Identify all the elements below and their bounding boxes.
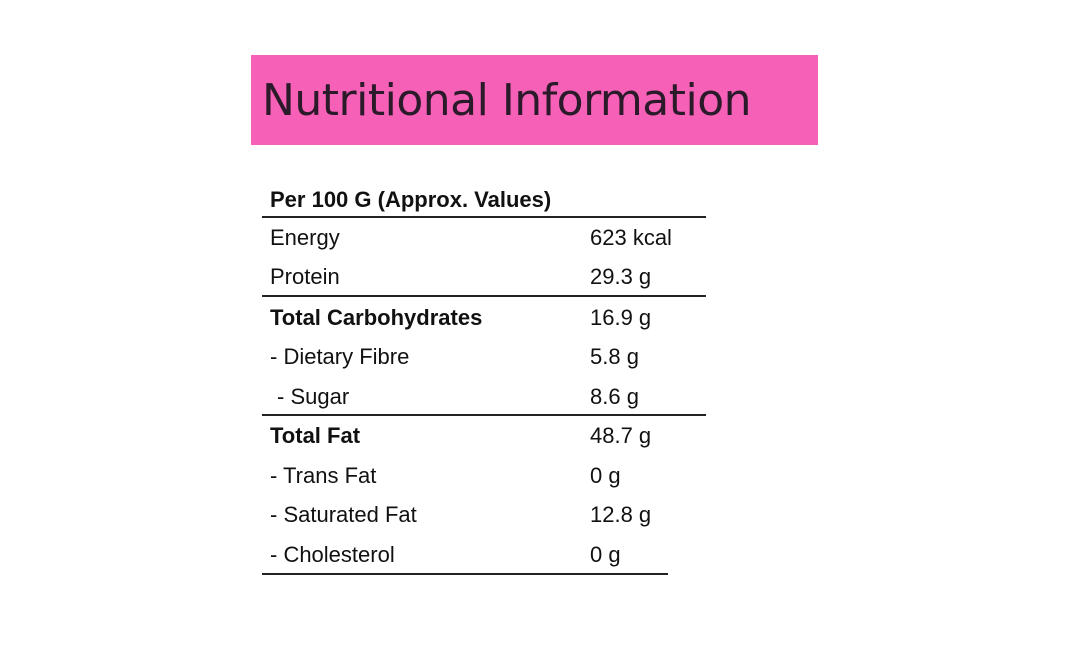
row-value: 8.6 g (590, 384, 639, 409)
row-value: 12.8 g (590, 502, 652, 527)
row-label: - Dietary Fibre (270, 344, 410, 369)
row-value: 16.9 g (590, 305, 652, 330)
row-value: 29.3 g (590, 264, 652, 289)
row-label: Energy (270, 225, 340, 250)
row-value: 48.7 g (590, 423, 652, 448)
row-label: - Cholesterol (270, 542, 395, 567)
rule (262, 414, 706, 416)
row-value: 5.8 g (590, 344, 639, 369)
rule (262, 295, 706, 297)
table-heading: Per 100 G (Approx. Values) (270, 187, 552, 212)
rule (262, 216, 706, 218)
rule (262, 573, 668, 575)
row-value: 0 g (590, 542, 621, 567)
row-label: - Trans Fat (270, 463, 377, 488)
row-value: 623 kcal (590, 225, 672, 250)
title-banner: Nutritional Information (251, 55, 818, 145)
row-label: Protein (270, 264, 340, 289)
row-label: Total Fat (270, 423, 361, 448)
row-label: - Saturated Fat (270, 502, 417, 527)
row-value: 0 g (590, 463, 621, 488)
row-label: - Sugar (277, 384, 350, 409)
title: Nutritional Information (262, 75, 752, 126)
row-label: Total Carbohydrates (270, 305, 483, 330)
